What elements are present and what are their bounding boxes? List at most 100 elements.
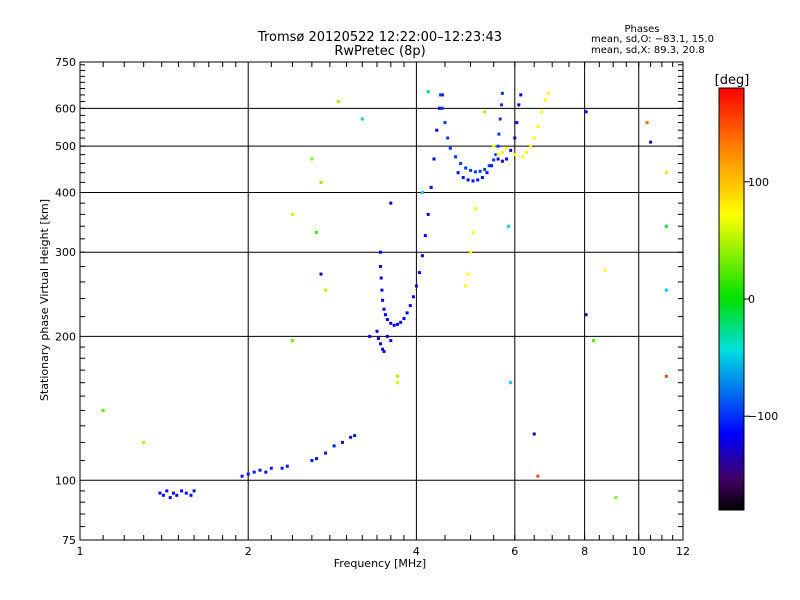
data-point [435,128,439,132]
data-point [473,207,477,211]
data-point [507,224,511,228]
data-point [473,170,477,174]
phases-legend-o: mean, sd,O: −83.1, 15.0 [591,34,714,45]
data-point [464,166,468,170]
x-axis-label: Frequency [MHz] [334,557,426,570]
data-point [336,100,340,103]
data-point [443,121,447,125]
data-point [485,171,489,175]
data-point [319,180,323,184]
data-point [385,318,389,321]
data-point [161,493,165,497]
data-point [483,110,487,114]
data-point [375,329,379,333]
colorbar [718,87,745,511]
data-point [500,159,504,163]
data-point [389,321,393,325]
data-point [101,408,105,412]
data-point [381,347,385,351]
data-point [496,144,500,148]
data-point [426,212,430,216]
data-point [525,151,529,154]
data-point [168,496,172,500]
data-point [411,295,415,299]
data-point [496,157,500,161]
data-point [521,155,525,159]
data-point [172,491,175,495]
data-point [399,320,403,324]
data-point [466,272,470,276]
y-tick-label: 200 [55,330,76,343]
data-point [389,201,393,205]
data-point [536,124,540,128]
data-point [500,151,504,154]
data-point [513,136,517,140]
colorbar-tick-label: 100 [748,176,769,189]
data-point [396,381,399,385]
data-point [319,272,323,276]
data-point [165,489,169,493]
data-point [446,136,450,140]
data-point [500,103,503,107]
data-point [515,121,519,125]
data-point [438,106,441,110]
data-point [429,185,433,189]
data-point [464,284,468,288]
data-point [240,474,244,478]
data-point [376,337,380,340]
data-point [440,106,444,110]
data-point [405,311,409,315]
data-point [466,178,470,182]
data-point [500,91,504,95]
data-point [389,339,393,343]
data-point [517,103,521,107]
y-axis-label: Stationary phase Virtual Height [km] [38,199,51,401]
data-point [448,146,452,150]
data-point [519,93,523,97]
data-point [420,191,424,194]
data-point [459,162,463,165]
chart-title: Tromsø 20120522 12:22:00–12:23:43 [257,30,502,45]
data-point [547,91,551,95]
data-point [432,157,436,161]
data-point [310,157,314,161]
data-point [476,178,480,182]
y-tick-label: 75 [62,534,76,547]
colorbar-tick-label: −100 [748,410,778,423]
data-point [543,98,547,102]
data-point [379,276,383,280]
data-point [379,342,382,346]
data-point [417,271,421,275]
y-tick-label: 100 [55,474,76,487]
data-point [471,179,475,183]
data-point [192,489,196,493]
data-point [290,212,294,216]
data-point [392,323,396,327]
data-point [456,171,460,175]
data-point [341,440,344,444]
data-point [368,334,372,338]
data-point [603,268,607,272]
data-point [158,491,162,495]
data-point [664,171,668,175]
data-point [379,250,382,254]
data-point [440,93,444,97]
y-tick-label: 750 [55,56,76,69]
data-point [490,164,493,168]
data-point [645,121,649,125]
data-point [584,313,588,317]
data-point [324,288,327,292]
data-point [480,176,484,179]
data-point [496,153,500,157]
data-point [269,466,273,470]
data-point [332,444,336,448]
data-point [142,440,146,444]
data-point [246,472,250,476]
data-point [383,313,387,317]
data-point [184,491,188,495]
data-point [414,284,418,288]
data-point [310,459,314,462]
data-point [439,93,443,97]
data-point [189,493,193,497]
